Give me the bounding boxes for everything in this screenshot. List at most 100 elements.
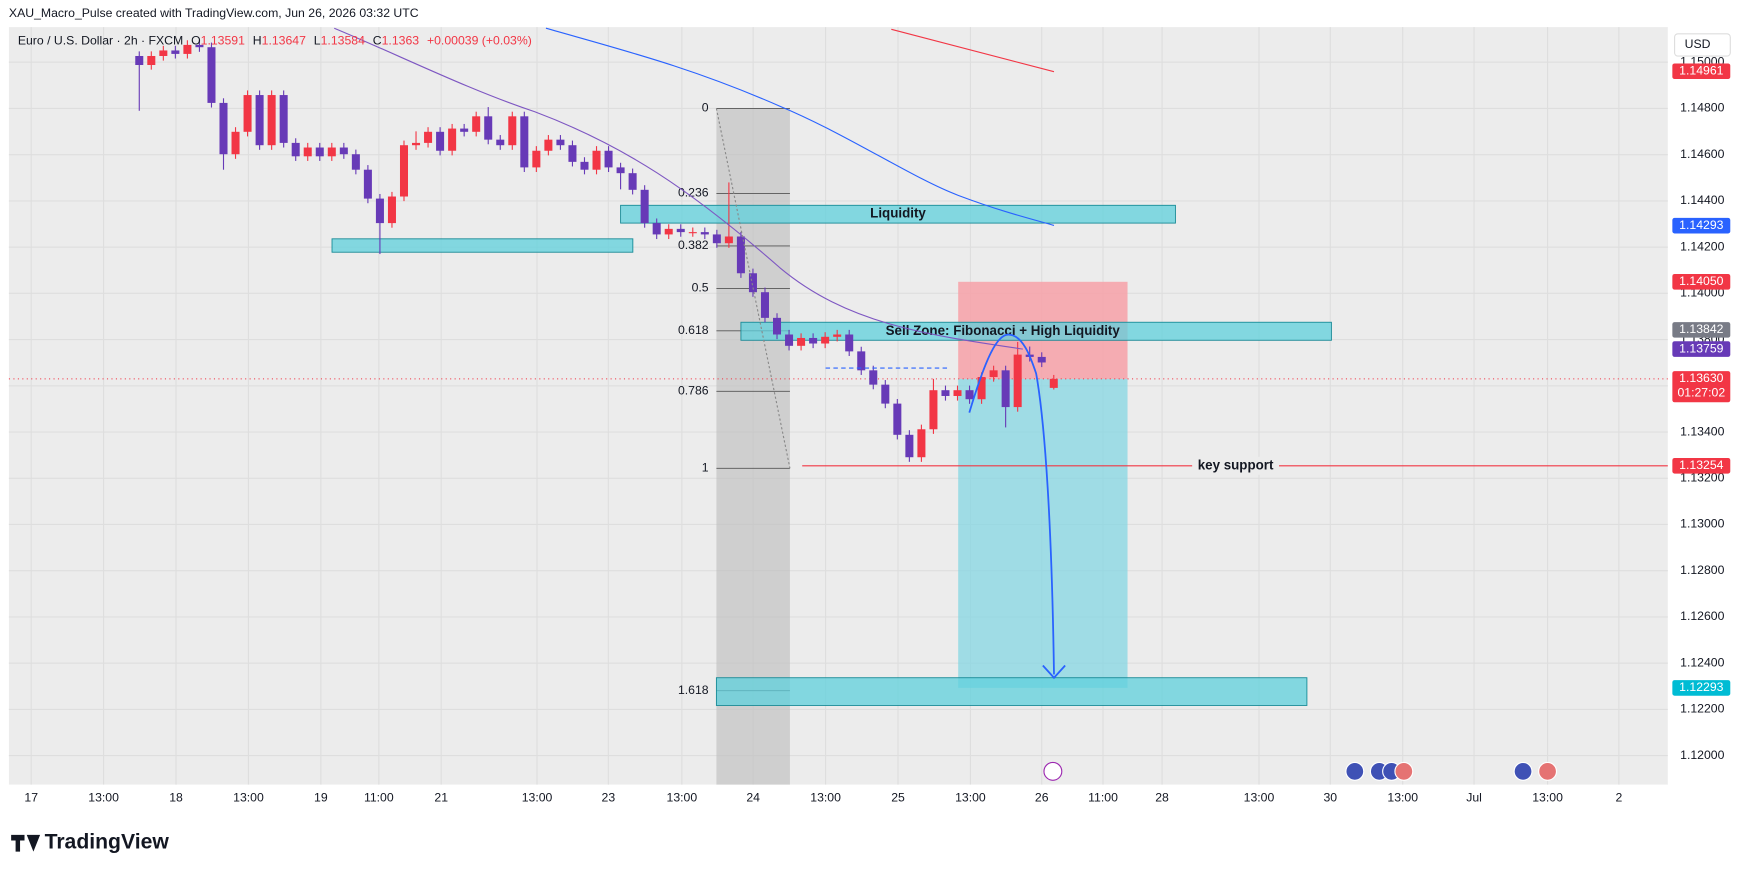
event-icon[interactable] bbox=[1043, 761, 1063, 781]
candle-body bbox=[327, 147, 336, 157]
candle-body bbox=[363, 169, 372, 199]
brand: TradingView bbox=[45, 830, 170, 853]
price-badge-label: 1.12293 bbox=[1679, 680, 1723, 694]
x-tick-label: 13:00 bbox=[810, 790, 841, 804]
candle-body bbox=[375, 198, 384, 224]
price-badge-label: 1.14961 bbox=[1679, 63, 1723, 77]
candle-body bbox=[736, 236, 745, 274]
candle-body bbox=[833, 334, 842, 337]
event-icon[interactable] bbox=[1345, 761, 1365, 781]
candle-body bbox=[748, 273, 757, 293]
x-tick-label: 13:00 bbox=[1244, 790, 1275, 804]
candle-body bbox=[291, 142, 300, 157]
price-badge bbox=[1672, 680, 1731, 696]
overlays bbox=[334, 27, 1558, 781]
countdown: 01:27:02 bbox=[1677, 386, 1725, 400]
price-badge bbox=[1672, 457, 1731, 474]
fib-label: 0.5 bbox=[692, 281, 709, 295]
event-icon[interactable] bbox=[1538, 761, 1558, 781]
candle-body bbox=[965, 390, 974, 400]
x-tick-label: 13:00 bbox=[955, 790, 986, 804]
candle-body bbox=[977, 377, 986, 400]
y-tick-label: 1.14600 bbox=[1680, 147, 1724, 161]
candle-body bbox=[255, 95, 264, 146]
candle-body bbox=[159, 50, 168, 56]
y-tick-label: 1.14800 bbox=[1680, 101, 1724, 115]
x-tick-label: 17 bbox=[24, 790, 38, 804]
candle-body bbox=[496, 139, 505, 146]
zone bbox=[331, 238, 634, 253]
candle-body bbox=[243, 95, 252, 132]
fib-trend bbox=[715, 108, 791, 469]
candle-body bbox=[785, 334, 794, 346]
price-badge bbox=[1672, 371, 1731, 403]
candle-body bbox=[821, 336, 830, 344]
zone-label: Sell Zone: Fibonacci + High Liquidity bbox=[886, 323, 1121, 338]
event-icon[interactable] bbox=[1394, 761, 1414, 781]
y-tick-label: 1.12200 bbox=[1680, 702, 1724, 716]
candle-body bbox=[171, 50, 180, 54]
event-icon[interactable] bbox=[1513, 761, 1533, 781]
candle-body bbox=[231, 131, 240, 155]
y-tick-label: 1.13200 bbox=[1680, 470, 1724, 484]
c-label: C bbox=[373, 34, 382, 48]
candle-body bbox=[917, 429, 926, 458]
drawings: 0 0.236 0.382 0.5 0.618 0.786 1 1.618 Liquidity S… bbox=[8, 101, 1668, 785]
candle-body bbox=[508, 116, 517, 146]
zone-label: Liquidity bbox=[870, 206, 926, 221]
candle-body bbox=[941, 390, 950, 396]
projection-arrow bbox=[968, 333, 1055, 675]
candle-body bbox=[147, 55, 156, 66]
plot-area bbox=[8, 27, 1668, 785]
x-tick-label: 18 bbox=[169, 790, 183, 804]
price-badge-label: 1.14050 bbox=[1679, 274, 1723, 288]
currency: USD bbox=[1685, 37, 1711, 51]
arrow-head bbox=[1042, 664, 1066, 680]
candle-body bbox=[484, 116, 493, 140]
price-axis bbox=[1667, 27, 1747, 785]
candle-body bbox=[845, 334, 854, 352]
zone bbox=[620, 204, 1176, 224]
fib-label: 1.618 bbox=[678, 683, 709, 697]
candle-body bbox=[1049, 378, 1058, 388]
symbol: Euro / U.S. Dollar · 2h · FXCM bbox=[18, 34, 183, 48]
price-badge bbox=[1672, 63, 1731, 80]
candle-body bbox=[279, 95, 288, 143]
x-tick-label: 2 bbox=[1615, 790, 1622, 804]
candle-body bbox=[1001, 370, 1010, 408]
y-tick-label: 1.13400 bbox=[1680, 424, 1724, 438]
l-value: 1.13584 bbox=[321, 34, 365, 48]
x-tick-label: 28 bbox=[1155, 790, 1169, 804]
currency-box[interactable] bbox=[1674, 33, 1731, 57]
x-tick-label: 19 bbox=[314, 790, 328, 804]
moving-average bbox=[334, 27, 1023, 350]
x-tick-label: 13:00 bbox=[233, 790, 264, 804]
price-badge-label: 1.14293 bbox=[1679, 218, 1723, 232]
candle-body bbox=[724, 236, 733, 244]
candle-body bbox=[688, 232, 697, 234]
fib-label: 0.382 bbox=[678, 238, 709, 252]
candle-body bbox=[303, 147, 312, 157]
candle-body bbox=[472, 116, 481, 132]
y-tick-label: 1.14200 bbox=[1680, 239, 1724, 253]
o-value: 1.13591 bbox=[201, 34, 245, 48]
label-bg bbox=[1192, 456, 1280, 475]
candle-body bbox=[700, 232, 709, 235]
axis-labels: 1.12000 1.12200 1.12400 1.12600 1.12800 1.130… bbox=[24, 54, 1731, 804]
zone bbox=[715, 677, 1308, 706]
h-value: 1.13647 bbox=[262, 34, 306, 48]
x-tick-label: 13:00 bbox=[1387, 790, 1418, 804]
candle-body bbox=[448, 128, 457, 151]
y-tick-label: 1.12800 bbox=[1680, 563, 1724, 577]
candle-body bbox=[712, 234, 721, 244]
candle-body bbox=[436, 131, 445, 151]
price-badge-label: 1.13630 bbox=[1679, 371, 1723, 385]
time-axis bbox=[8, 784, 1668, 814]
candle-body bbox=[399, 145, 409, 197]
x-tick-label: 11:00 bbox=[1088, 790, 1118, 804]
caption: XAU_Macro_Pulse created with TradingView… bbox=[9, 6, 419, 20]
x-tick-label: 26 bbox=[1035, 790, 1049, 804]
candle-body bbox=[219, 102, 228, 155]
candle-body bbox=[183, 44, 192, 54]
